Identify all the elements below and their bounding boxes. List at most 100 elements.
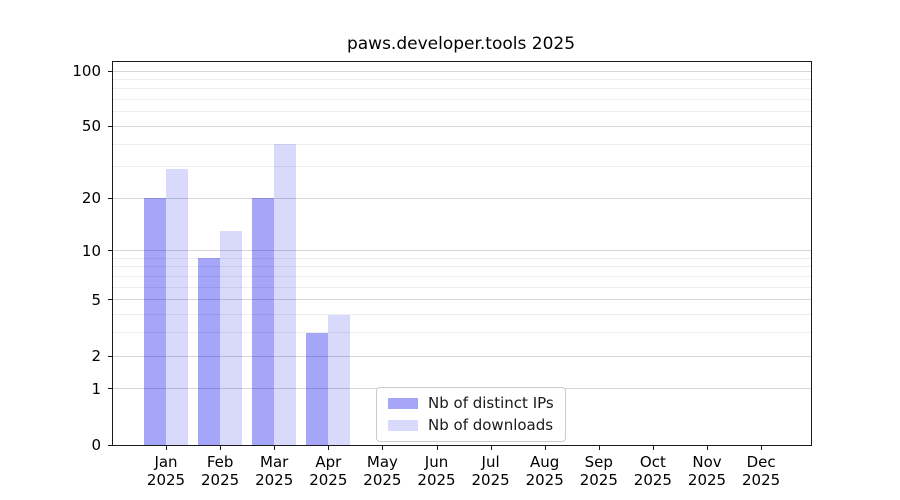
x-tick-month: Oct: [639, 453, 666, 471]
x-tick-label: May 2025: [347, 453, 417, 489]
gridline-major: [113, 125, 811, 127]
x-tick-label: Jun 2025: [402, 453, 472, 489]
y-tick: [108, 250, 112, 252]
x-tick-month: Jul: [481, 453, 500, 471]
bar-nb-of-distinct-ips-mar: [252, 198, 275, 445]
legend-label-nb-of-downloads: Nb of downloads: [428, 416, 554, 434]
x-tick: [761, 446, 763, 450]
x-tick-year: 2025: [146, 471, 186, 489]
gridline-minor: [113, 286, 811, 288]
legend-label-nb-of-distinct-ips: Nb of distinct IPs: [428, 394, 554, 412]
y-tick: [108, 444, 112, 446]
gridline-minor: [113, 99, 811, 101]
gridline-major: [113, 299, 811, 301]
gridline-minor: [113, 111, 811, 113]
bar-nb-of-distinct-ips-jan: [144, 198, 166, 445]
x-tick-month: Jan: [154, 453, 178, 471]
gridline-minor: [113, 276, 811, 277]
x-tick-year: 2025: [201, 471, 240, 489]
x-tick-label: Sep 2025: [564, 453, 634, 489]
x-tick-year: 2025: [579, 471, 618, 489]
y-tick-label: 20: [81, 189, 101, 208]
x-tick: [274, 446, 276, 450]
gridline-minor: [113, 266, 811, 268]
gridline-minor: [113, 166, 811, 168]
chart-title: paws.developer.tools 2025: [346, 34, 576, 54]
x-tick: [652, 446, 654, 450]
y-tick: [108, 197, 112, 199]
bar-nb-of-downloads-jan: [166, 169, 188, 445]
x-tick-month: Feb: [206, 453, 234, 471]
y-tick: [108, 299, 112, 301]
bar-nb-of-distinct-ips-feb: [198, 258, 221, 445]
y-tick-label: 10: [81, 241, 101, 260]
x-tick-month: Jun: [424, 453, 449, 471]
gridline-minor: [113, 257, 811, 259]
x-tick-label: Jul 2025: [456, 453, 526, 489]
x-tick-label: Oct 2025: [618, 453, 688, 489]
x-tick: [436, 446, 438, 450]
x-tick-month: Dec: [746, 453, 776, 471]
x-tick: [220, 446, 222, 450]
legend-swatch-nb-of-downloads: [388, 420, 418, 431]
bar-nb-of-downloads-feb: [220, 231, 243, 445]
x-tick-month: Apr: [315, 453, 342, 471]
x-tick: [598, 446, 600, 450]
legend-swatch-nb-of-distinct-ips: [388, 398, 418, 409]
x-tick-year: 2025: [309, 471, 348, 489]
y-tick-label: 1: [91, 379, 101, 398]
x-tick-month: Sep: [584, 453, 613, 471]
x-tick-label: Feb 2025: [185, 453, 255, 489]
y-tick-label: 100: [72, 62, 101, 80]
x-tick-year: 2025: [742, 471, 781, 489]
x-tick-year: 2025: [633, 471, 672, 489]
x-tick-year: 2025: [417, 471, 456, 489]
x-tick-label: Jan 2025: [131, 453, 201, 489]
x-tick-year: 2025: [255, 471, 294, 489]
y-tick-label: 50: [81, 117, 101, 136]
x-tick: [382, 446, 384, 450]
x-tick-label: Nov 2025: [672, 453, 742, 489]
y-tick: [108, 388, 112, 390]
gridline-major: [113, 70, 811, 72]
legend: Nb of distinct IPs Nb of downloads: [376, 387, 566, 442]
bar-nb-of-downloads-apr: [328, 314, 351, 445]
gridline-major: [113, 250, 811, 252]
x-tick-label: Mar 2025: [239, 453, 309, 489]
bar-nb-of-downloads-mar: [274, 144, 297, 445]
x-tick: [544, 446, 546, 450]
x-tick-month: May: [366, 453, 398, 471]
y-tick: [108, 125, 112, 127]
x-tick-label: Apr 2025: [293, 453, 363, 489]
x-tick-month: Mar: [260, 453, 289, 471]
legend-item-nb-of-distinct-ips: Nb of distinct IPs: [388, 396, 554, 411]
x-tick-label: Dec 2025: [726, 453, 796, 489]
bar-nb-of-distinct-ips-apr: [306, 332, 329, 445]
y-tick: [108, 70, 112, 72]
x-tick-label: Aug 2025: [510, 453, 580, 489]
x-tick-year: 2025: [525, 471, 564, 489]
x-tick-year: 2025: [471, 471, 510, 489]
plot-area: 0 1 2 5 10 20 50 100 Jan 2025 Feb 2025 Mar 2025 Apr 202…: [72, 61, 812, 489]
gridline-minor: [113, 88, 811, 90]
x-tick: [166, 446, 167, 450]
gridline-major: [113, 355, 811, 357]
y-tick-label: 2: [91, 347, 101, 365]
y-tick-label: 0: [91, 436, 101, 454]
x-tick-month: Aug: [530, 453, 560, 471]
legend-item-nb-of-downloads: Nb of downloads: [388, 418, 554, 433]
x-tick: [328, 446, 330, 450]
x-tick-year: 2025: [363, 471, 402, 489]
gridline-minor: [113, 78, 811, 80]
y-tick-label: 5: [91, 290, 101, 309]
gridline-minor: [113, 332, 811, 334]
y-tick: [108, 355, 112, 357]
x-tick: [707, 446, 708, 450]
gridline-minor: [113, 314, 811, 316]
x-tick-year: 2025: [687, 471, 727, 489]
x-tick-month: Nov: [692, 453, 722, 471]
x-tick: [490, 446, 492, 450]
gridline-minor: [113, 143, 811, 145]
gridline-major: [113, 197, 811, 199]
